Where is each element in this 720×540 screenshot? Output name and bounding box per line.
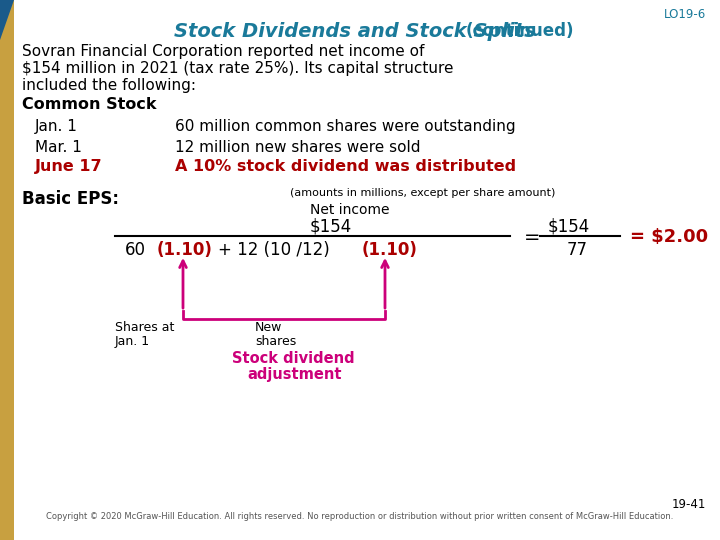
Text: A 10% stock dividend was distributed: A 10% stock dividend was distributed — [175, 159, 516, 174]
Text: 60: 60 — [125, 241, 146, 259]
Bar — [0, 0, 14, 540]
Text: 60 million common shares were outstanding: 60 million common shares were outstandin… — [175, 119, 516, 134]
Text: June 17: June 17 — [35, 159, 103, 174]
Text: 77: 77 — [567, 241, 588, 259]
Text: $154 million in 2021 (tax rate 25%). Its capital structure: $154 million in 2021 (tax rate 25%). Its… — [22, 61, 454, 76]
Polygon shape — [0, 0, 14, 40]
Text: Mar. 1: Mar. 1 — [35, 140, 82, 155]
Text: (amounts in millions, except per share amount): (amounts in millions, except per share a… — [290, 188, 555, 198]
Text: 19-41: 19-41 — [672, 498, 706, 511]
Text: adjustment: adjustment — [247, 367, 341, 382]
Text: =: = — [524, 228, 541, 247]
Text: Net income: Net income — [310, 203, 390, 217]
Text: (1.10): (1.10) — [362, 241, 418, 259]
Text: included the following:: included the following: — [22, 78, 196, 93]
Text: Copyright © 2020 McGraw-Hill Education. All rights reserved. No reproduction or : Copyright © 2020 McGraw-Hill Education. … — [46, 512, 674, 521]
Text: Basic EPS:: Basic EPS: — [22, 190, 119, 208]
Text: (continued): (continued) — [466, 22, 575, 40]
Text: New: New — [255, 321, 282, 334]
Text: LO19-6: LO19-6 — [664, 8, 706, 21]
Text: 12 million new shares were sold: 12 million new shares were sold — [175, 140, 420, 155]
Text: Sovran Financial Corporation reported net income of: Sovran Financial Corporation reported ne… — [22, 44, 424, 59]
Text: $154: $154 — [548, 218, 590, 236]
Text: Jan. 1: Jan. 1 — [35, 119, 78, 134]
Text: Jan. 1: Jan. 1 — [115, 335, 150, 348]
Text: Shares at: Shares at — [115, 321, 174, 334]
Text: Stock Dividends and Stock Splits: Stock Dividends and Stock Splits — [174, 22, 536, 41]
Text: = $2.00: = $2.00 — [630, 228, 708, 246]
Text: (1.10): (1.10) — [157, 241, 213, 259]
Text: shares: shares — [255, 335, 296, 348]
Text: $154: $154 — [310, 218, 352, 236]
Text: + 12 (10 /12): + 12 (10 /12) — [218, 241, 330, 259]
Text: Common Stock: Common Stock — [22, 97, 156, 112]
Text: Stock dividend: Stock dividend — [232, 351, 355, 366]
